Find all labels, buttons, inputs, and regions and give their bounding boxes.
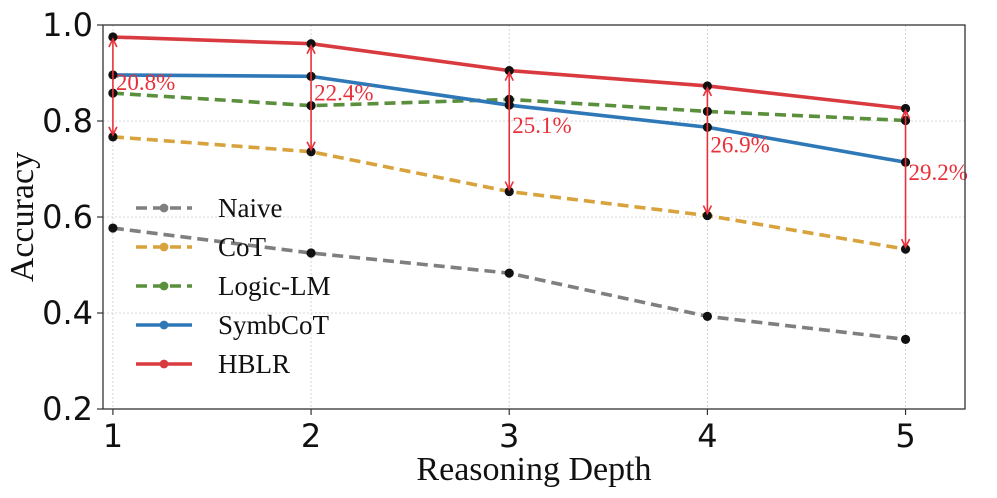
improvement-label: 29.2% (909, 160, 968, 185)
legend-label-cot: CoT (218, 232, 267, 262)
data-point-naive (900, 334, 911, 344)
legend-marker-naive (159, 203, 169, 213)
improvement-label: 25.1% (512, 113, 571, 138)
x-tick-label: 2 (301, 417, 321, 455)
x-tick-label: 4 (697, 417, 717, 455)
data-point-naive (702, 311, 712, 321)
y-axis-title: Accuracy (4, 152, 41, 282)
legend-label-naive: Naive (218, 193, 282, 223)
y-tick-label: 0.4 (42, 294, 93, 332)
x-tick-label: 5 (895, 417, 915, 455)
legend-marker-hblr (159, 359, 169, 369)
improvement-arrow-head-top (504, 70, 514, 81)
data-point-cot (306, 147, 316, 157)
improvement-arrow-head-top (900, 108, 911, 119)
improvement-label: 20.8% (116, 70, 175, 95)
improvement-label: 26.9% (710, 132, 769, 157)
x-axis-title: Reasoning Depth (416, 451, 651, 488)
data-point-cot (108, 132, 118, 142)
data-point-hblr (108, 32, 118, 42)
legend-marker-logic-lm (159, 281, 169, 291)
improvement-annotations: 20.8% 22.4% 25.1% 26.9% 29.2% (108, 37, 968, 249)
data-point-naive (306, 248, 316, 258)
axis-ticks: 1 2 3 4 5 0.2 0.4 0.6 0.8 1.0 (42, 6, 916, 455)
legend: Naive CoT Logic-LM SymbCoT HBLR (136, 193, 330, 379)
x-tick-label: 1 (103, 417, 123, 455)
legend-label-symbcot: SymbCoT (218, 310, 330, 340)
y-tick-label: 0.6 (42, 198, 93, 236)
y-tick-label: 1.0 (42, 6, 93, 44)
legend-label-logic-lm: Logic-LM (218, 271, 330, 301)
improvement-arrow-head-bottom (702, 205, 713, 216)
data-point-naive (108, 223, 118, 233)
y-tick-label: 0.8 (42, 102, 93, 140)
improvement-arrow-head-top (702, 86, 713, 97)
data-point-hblr (504, 66, 514, 76)
improvement-arrow-head-bottom (306, 141, 316, 152)
data-point-cot (702, 210, 712, 221)
data-point-hblr (702, 81, 712, 91)
data-point-hblr (306, 39, 316, 49)
legend-marker-symbcot (159, 320, 169, 330)
data-point-naive (504, 268, 514, 278)
improvement-arrow-head-top (306, 43, 316, 55)
improvement-arrow-head-bottom (900, 238, 911, 249)
improvement-arrow-head-bottom (108, 126, 118, 137)
improvement-label: 22.4% (314, 80, 373, 105)
data-point-hblr (900, 103, 911, 114)
data-point-cot (504, 186, 514, 197)
legend-marker-cot (159, 242, 169, 252)
x-tick-label: 3 (499, 417, 519, 455)
improvement-arrow-head-top (108, 37, 118, 48)
data-point-cot (900, 244, 911, 254)
legend-label-hblr: HBLR (218, 349, 290, 379)
improvement-arrow-head-bottom (504, 181, 514, 192)
y-tick-label: 0.2 (42, 390, 93, 428)
